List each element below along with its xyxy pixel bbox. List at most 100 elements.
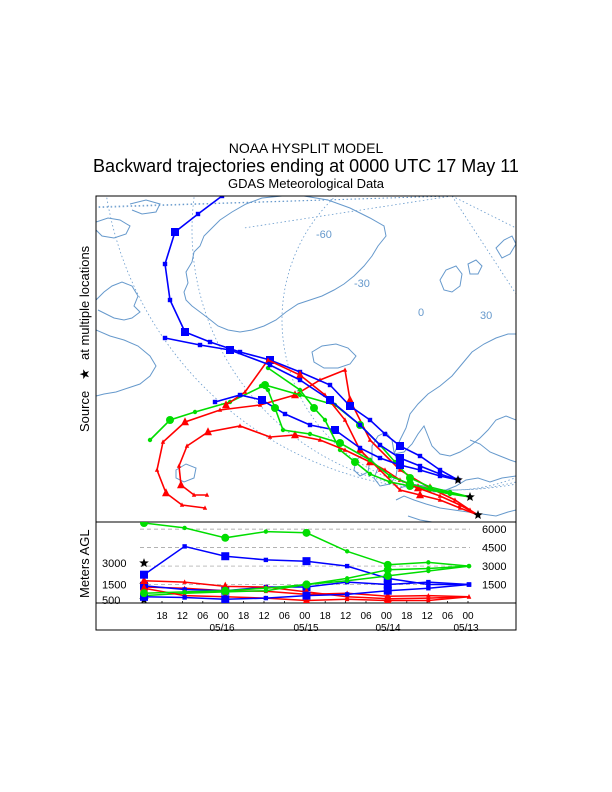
trajectory-marker [367,437,373,442]
trajectory-marker [291,430,299,439]
trajectory-marker [140,570,148,579]
trajectory-marker [426,579,431,585]
time-tick-label: 06 [197,611,209,622]
trajectory-marker [302,557,311,566]
trajectory-marker [414,483,422,492]
trajectory-marker [207,339,213,345]
time-tick-label: 18 [401,611,413,622]
trajectory-marker [166,416,174,424]
trajectory-marker [344,596,350,602]
trajectory-marker [344,549,350,554]
height-start-label: 3000 [102,558,126,570]
trajectory-marker [237,392,243,398]
trajectory-marker [280,427,286,433]
trajectory-marker [182,525,187,531]
trajectory-marker [267,362,273,368]
trajectory-marker [182,587,187,592]
trajectory-marker [217,407,223,412]
source-stars [453,475,483,519]
trajectory-marker [162,335,168,341]
time-tick-label: 00 [462,611,474,622]
trajectory-marker [384,595,392,603]
trajectory-marker [344,592,350,597]
time-tick-label: 06 [360,611,372,622]
source-star [473,510,483,519]
newfoundland-coast [175,463,197,483]
side-label-suffix: at multiple locations [77,245,92,360]
trajectory-marker [297,387,303,393]
trajectory-marker [258,383,264,389]
date-label: 05/14 [375,623,400,634]
graticule-label-minus60: -60 [316,229,332,241]
iceland-coast [311,343,357,369]
trajectory-marker [296,370,304,379]
trajectory-marker [457,502,463,507]
trajectory-marker [195,211,201,217]
trajectory-marker [181,328,189,336]
trajectory-line [164,196,459,481]
trajectory-marker [427,486,433,492]
time-tick-label: 12 [340,611,352,622]
trajectory-marker [383,586,392,595]
trajectory-marker [327,382,333,388]
trajectory-marker [267,434,273,439]
trajectory-marker [191,492,197,497]
trajectory-marker [452,497,458,502]
trajectory-marker [426,586,431,591]
trajectory-marker [383,580,392,589]
trajectory-marker [266,356,274,364]
labrador-coast [96,329,157,397]
trajectory-marker [263,595,269,601]
trajectory-marker [342,367,348,372]
arctic-islands [96,199,161,239]
trajectory-marker [457,505,463,510]
trajectory-marker [307,422,313,428]
trajectory-marker [257,402,263,407]
trajectory-marker [221,595,230,603]
time-tick-label: 00 [218,611,230,622]
trajectory-marker [466,563,472,569]
trajectory-marker [182,579,187,584]
height-right-tick: 1500 [482,580,506,592]
trajectory-marker [336,439,344,447]
trajectory-marker [192,409,198,415]
trajectory-marker [346,402,354,410]
time-tick-label: 12 [422,611,434,622]
trajectory-marker [387,479,393,485]
time-tick-label: 06 [279,611,291,622]
trajectory-marker [382,431,388,437]
height-panel-frame [95,521,517,631]
parallel-line [191,196,516,491]
meridian-line [451,196,516,229]
meridian-line [96,196,453,208]
trajectory-line [178,425,479,516]
trajectory-marker [182,544,187,549]
trajectory-marker [282,411,288,417]
finland-russia-coast [469,439,516,463]
trajectory-marker [351,458,359,466]
meridian-line [243,196,453,229]
trajectory-marker [140,522,148,527]
trajectory-marker [426,595,431,600]
time-tick-label: 12 [177,611,189,622]
trajectory-marker [346,395,354,404]
trajectory-marker [162,261,168,267]
trajectory-marker [387,473,393,479]
trajectory-marker [466,594,472,599]
source-star [139,558,149,568]
trajectory-marker [417,463,423,469]
trajectory-marker [219,196,225,199]
source-star [453,475,463,484]
trajectory-marker [204,492,210,497]
trajectory-marker [367,457,373,463]
map-side-label: Source ★ at multiple locations [77,245,92,432]
trajectory-marker [221,533,230,542]
trajectory-marker [326,396,334,404]
trajectory-marker [437,471,443,477]
time-tick-label: 06 [442,611,454,622]
trajectory-marker [140,583,148,592]
trajectory-marker [297,377,303,383]
height-series-line [143,545,469,586]
greenland-coast [183,196,387,333]
